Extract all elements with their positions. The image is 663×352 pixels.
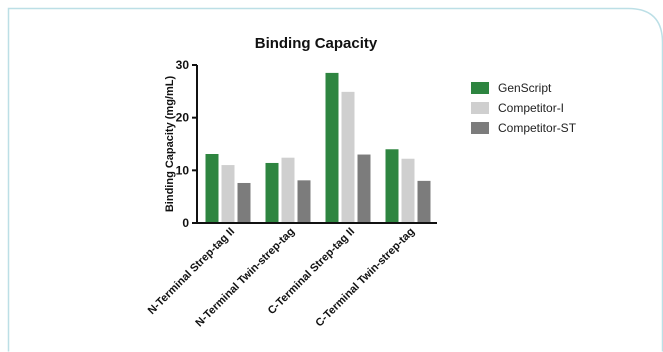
bar-competitor-st-3 — [357, 154, 371, 223]
bar-competitor-i-4 — [401, 158, 415, 223]
y-tick-label: 30 — [176, 58, 190, 72]
legend-label: Competitor-ST — [498, 121, 577, 135]
x-tick-label: N-Terminal Twin-strep-tag — [193, 226, 297, 330]
bar-competitor-i-3 — [341, 91, 355, 223]
legend: GenScript Competitor-I Competitor-ST — [471, 81, 577, 135]
bar-genscript-4 — [385, 149, 399, 223]
x-axis-ticks: N-Terminal Strep-tag IIN-Terminal Twin-s… — [146, 226, 417, 330]
chart-title: Binding Capacity — [255, 35, 378, 52]
legend-label: Competitor-I — [498, 101, 564, 115]
y-tick-label: 10 — [176, 163, 190, 177]
panel-border — [7, 7, 663, 352]
legend-swatch — [471, 82, 489, 94]
bar-genscript-2 — [265, 162, 279, 223]
x-tick-label: C-Terminal Twin-strep-tag — [313, 226, 417, 330]
y-tick-label: 0 — [182, 216, 189, 230]
bar-genscript-3 — [325, 72, 339, 224]
y-axis-ticks: 0 10 20 30 — [176, 58, 190, 230]
bar-competitor-i-2 — [281, 157, 295, 223]
legend-swatch — [471, 102, 489, 114]
axes — [192, 64, 437, 224]
bar-competitor-st-4 — [417, 180, 431, 223]
bar-genscript-1 — [205, 154, 219, 223]
bars — [205, 72, 431, 224]
bar-competitor-i-1 — [221, 165, 235, 223]
bar-competitor-st-1 — [237, 182, 251, 223]
bar-competitor-st-2 — [297, 180, 311, 223]
legend-swatch — [471, 122, 489, 134]
y-axis-label: Binding Capacity (mg/mL) — [164, 76, 176, 213]
legend-label: GenScript — [498, 81, 552, 95]
y-tick-label: 20 — [176, 111, 190, 125]
